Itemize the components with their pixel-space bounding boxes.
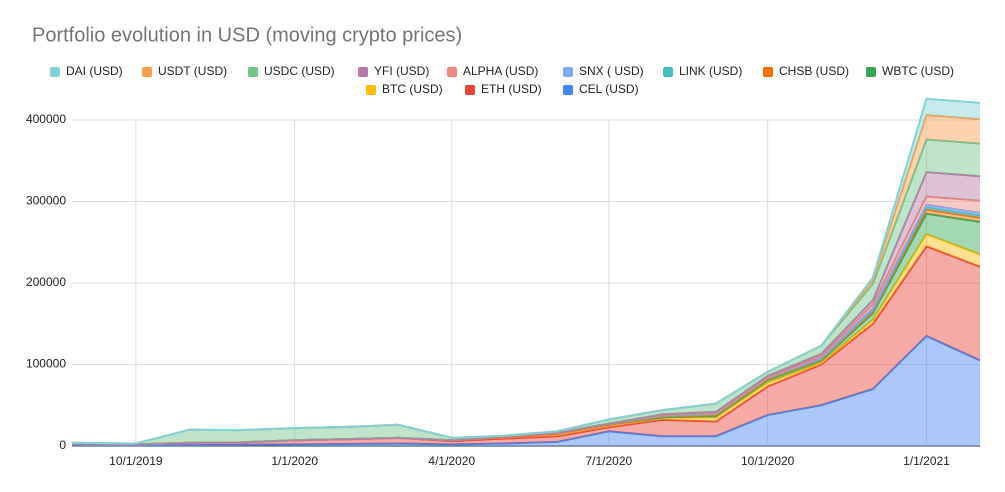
x-tick-label: 1/1/2021 <box>903 454 950 468</box>
y-tick-label: 0 <box>59 438 66 452</box>
x-tick-label: 10/1/2019 <box>109 454 163 468</box>
legend-label: ALPHA (USD) <box>463 64 538 78</box>
y-tick-label: 400000 <box>26 112 66 126</box>
legend-swatch <box>447 67 457 77</box>
legend-label: USDT (USD) <box>158 64 227 78</box>
legend-label: BTC (USD) <box>382 82 443 96</box>
area-line <box>71 171 981 446</box>
x-tick-label: 7/1/2020 <box>585 454 632 468</box>
y-tick-label: 300000 <box>26 194 66 208</box>
x-tick-label: 10/1/2020 <box>741 454 795 468</box>
area-fill <box>72 335 980 446</box>
legend-swatch <box>465 85 475 95</box>
x-tick-label: 1/1/2020 <box>271 454 318 468</box>
y-tick-label: 200000 <box>26 275 66 289</box>
legend-swatch <box>663 67 673 77</box>
legend-label: CHSB (USD) <box>779 64 849 78</box>
legend-swatch <box>50 67 60 77</box>
legend-swatch <box>563 85 573 95</box>
legend-label: CEL (USD) <box>579 82 639 96</box>
legend-label: ETH (USD) <box>481 82 542 96</box>
legend-label: WBTC (USD) <box>882 64 954 78</box>
legend-label: SNX ( USD) <box>579 64 644 78</box>
area-line <box>71 97 981 445</box>
x-tick-label: 4/1/2020 <box>428 454 475 468</box>
legend-swatch <box>366 85 376 95</box>
legend-swatch <box>866 67 876 77</box>
legend-label: DAI (USD) <box>66 64 123 78</box>
area-line <box>72 334 981 447</box>
legend-swatch <box>563 67 573 77</box>
legend-label: LINK (USD) <box>679 64 742 78</box>
legend-label: YFI (USD) <box>374 64 429 78</box>
legend-swatch <box>763 67 773 77</box>
legend-swatch <box>358 67 368 77</box>
legend-label: USDC (USD) <box>264 64 335 78</box>
legend-swatch <box>142 67 152 77</box>
chart-title: Portfolio evolution in USD (moving crypt… <box>32 24 462 46</box>
y-tick-label: 100000 <box>26 357 66 371</box>
legend-swatch <box>248 67 258 77</box>
